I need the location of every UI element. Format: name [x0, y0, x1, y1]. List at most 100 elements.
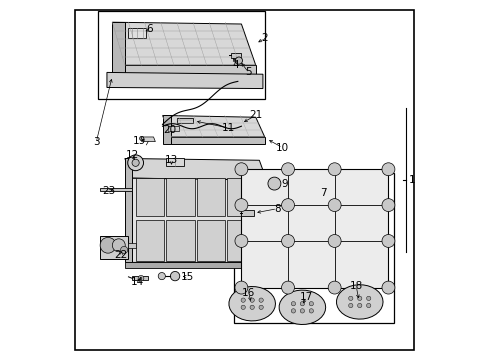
- Circle shape: [250, 298, 254, 302]
- Circle shape: [158, 273, 166, 280]
- Polygon shape: [231, 53, 242, 58]
- Circle shape: [128, 155, 144, 171]
- Polygon shape: [196, 178, 225, 216]
- Circle shape: [291, 302, 295, 306]
- Circle shape: [112, 239, 125, 252]
- Polygon shape: [279, 290, 326, 324]
- Polygon shape: [100, 188, 132, 192]
- Circle shape: [367, 303, 371, 308]
- Polygon shape: [107, 72, 263, 89]
- Circle shape: [138, 275, 144, 281]
- Polygon shape: [132, 276, 148, 280]
- Polygon shape: [227, 220, 263, 261]
- Polygon shape: [196, 220, 225, 261]
- Text: 6: 6: [147, 24, 153, 35]
- Polygon shape: [177, 118, 193, 123]
- Text: 5: 5: [245, 67, 252, 77]
- Polygon shape: [337, 285, 383, 319]
- Circle shape: [309, 302, 314, 306]
- Text: 3: 3: [93, 138, 99, 147]
- Text: 8: 8: [274, 204, 281, 214]
- Text: 11: 11: [222, 123, 236, 133]
- Circle shape: [367, 296, 371, 301]
- Polygon shape: [136, 220, 164, 261]
- Circle shape: [121, 246, 128, 253]
- Circle shape: [235, 57, 243, 64]
- Circle shape: [235, 234, 248, 247]
- Text: 22: 22: [115, 250, 128, 260]
- Polygon shape: [242, 211, 254, 216]
- Circle shape: [100, 237, 116, 253]
- Polygon shape: [125, 65, 256, 76]
- Circle shape: [235, 163, 248, 176]
- Circle shape: [349, 303, 353, 308]
- Circle shape: [328, 199, 341, 212]
- Polygon shape: [112, 22, 256, 65]
- Circle shape: [132, 159, 139, 166]
- Polygon shape: [141, 137, 155, 141]
- Polygon shape: [172, 137, 265, 144]
- Circle shape: [241, 298, 245, 302]
- Text: 14: 14: [131, 277, 144, 287]
- Circle shape: [328, 234, 341, 247]
- Polygon shape: [242, 169, 389, 288]
- Circle shape: [259, 305, 263, 310]
- Text: 15: 15: [181, 272, 194, 282]
- Circle shape: [349, 296, 353, 301]
- Polygon shape: [227, 178, 263, 216]
- Polygon shape: [166, 178, 195, 216]
- Text: 23: 23: [102, 186, 115, 196]
- Polygon shape: [125, 158, 132, 262]
- Circle shape: [382, 199, 395, 212]
- Text: 18: 18: [349, 281, 363, 291]
- Circle shape: [291, 309, 295, 313]
- Text: 13: 13: [165, 155, 178, 165]
- Circle shape: [328, 163, 341, 176]
- Text: 21: 21: [249, 111, 262, 121]
- Text: 19: 19: [133, 136, 146, 145]
- Text: 17: 17: [299, 292, 313, 302]
- Text: 7: 7: [320, 188, 327, 198]
- Circle shape: [282, 163, 294, 176]
- Bar: [234, 173, 394, 323]
- Bar: [98, 12, 265, 99]
- Polygon shape: [163, 116, 172, 144]
- Polygon shape: [132, 178, 267, 262]
- Text: 12: 12: [125, 150, 139, 160]
- Circle shape: [328, 281, 341, 294]
- Text: 2: 2: [261, 33, 268, 43]
- Polygon shape: [168, 126, 179, 131]
- Polygon shape: [163, 116, 265, 137]
- Polygon shape: [112, 22, 125, 76]
- Circle shape: [235, 281, 248, 294]
- Circle shape: [282, 234, 294, 247]
- Circle shape: [300, 309, 304, 313]
- Circle shape: [382, 163, 395, 176]
- Polygon shape: [136, 178, 164, 216]
- Circle shape: [268, 177, 281, 190]
- Circle shape: [171, 271, 180, 281]
- Circle shape: [235, 199, 248, 212]
- Polygon shape: [166, 220, 195, 261]
- Polygon shape: [125, 262, 267, 268]
- Circle shape: [282, 199, 294, 212]
- Polygon shape: [166, 158, 184, 166]
- Circle shape: [241, 305, 245, 310]
- Polygon shape: [125, 158, 267, 180]
- Circle shape: [300, 302, 304, 306]
- Text: 20: 20: [163, 125, 176, 135]
- Circle shape: [358, 303, 362, 308]
- Circle shape: [259, 298, 263, 302]
- Circle shape: [382, 234, 395, 247]
- Circle shape: [250, 305, 254, 310]
- Text: 16: 16: [242, 288, 255, 298]
- Text: 10: 10: [276, 143, 289, 153]
- Polygon shape: [128, 28, 147, 39]
- Text: 9: 9: [281, 179, 288, 189]
- Polygon shape: [229, 287, 275, 321]
- Circle shape: [309, 309, 314, 313]
- Polygon shape: [100, 235, 128, 259]
- Circle shape: [358, 296, 362, 301]
- Polygon shape: [128, 243, 136, 248]
- Circle shape: [382, 281, 395, 294]
